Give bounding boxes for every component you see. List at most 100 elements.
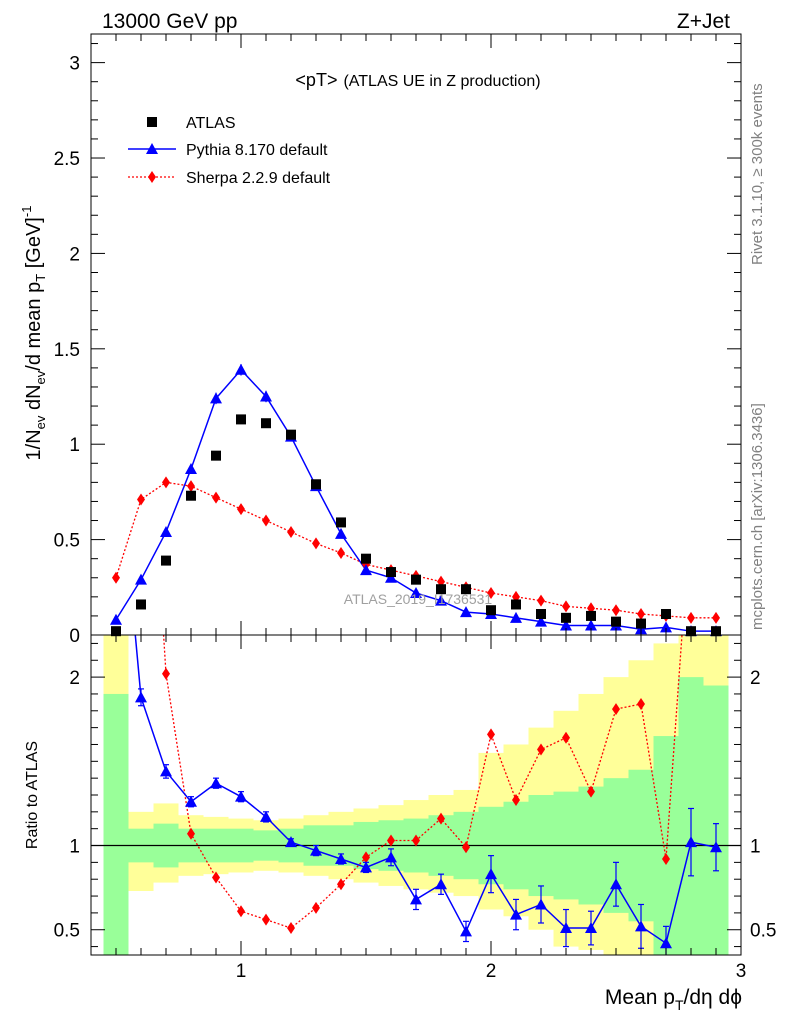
- sherpa-ratio-point: [287, 922, 295, 935]
- pythia-point: [260, 390, 272, 402]
- x-tick-label: 3: [736, 961, 747, 982]
- legend-marker-atlas: [147, 117, 157, 127]
- pythia-point: [360, 564, 372, 576]
- pythia-point: [135, 573, 147, 585]
- sherpa-point: [637, 608, 645, 621]
- pythia-ratio-point: [635, 920, 647, 932]
- ratio-band-inner: [703, 685, 729, 955]
- atlas-point: [611, 616, 621, 627]
- y-tick-label-main: 0: [69, 626, 80, 647]
- atlas-point: [461, 584, 471, 595]
- x-tick-label: 2: [486, 961, 497, 982]
- sherpa-ratio-point: [537, 743, 545, 756]
- sherpa-point: [537, 594, 545, 607]
- sherpa-ratio-point: [662, 853, 670, 865]
- axes: 1 2 300.511.522.530.5 0.51 12 2: [54, 33, 776, 982]
- plot-title-sub: (ATLAS UE in Z production): [343, 73, 540, 90]
- analysis-watermark: ATLAS_2019_I1736531: [344, 591, 493, 607]
- sherpa-point: [237, 503, 245, 516]
- pythia-ratio-point: [235, 790, 247, 802]
- pythia-point: [185, 463, 197, 475]
- atlas-point: [286, 429, 296, 440]
- pythia-ratio-point: [585, 922, 597, 934]
- atlas-point: [411, 574, 421, 585]
- sherpa-point: [612, 604, 620, 617]
- header-left: 13000 GeV pp: [102, 10, 237, 33]
- sherpa-ratio-point: [487, 728, 495, 741]
- y-tick-label-main: 3: [69, 54, 80, 75]
- sherpa-ratio-point: [462, 841, 470, 854]
- sherpa-ratio-point: [187, 827, 195, 840]
- y-tick-label-main: 1: [69, 435, 80, 456]
- sherpa-ratio-point: [637, 698, 645, 711]
- pythia-ratio-point: [660, 937, 672, 949]
- sherpa-point: [262, 514, 270, 527]
- pythia-point: [210, 392, 222, 404]
- y-axis-label-main: 1/Nev dNev/d mean pT [GeV]-1: [19, 206, 48, 461]
- legend-marker-pythia: [146, 143, 158, 154]
- sherpa-ratio-point: [362, 851, 370, 864]
- pythia-point: [510, 611, 522, 623]
- pythia-point: [435, 594, 447, 606]
- pythia-ratio-point: [610, 878, 622, 890]
- sherpa-point: [287, 525, 295, 538]
- atlas-point: [336, 517, 346, 528]
- sherpa-point: [712, 611, 720, 624]
- ratio-bands: [103, 635, 729, 955]
- y-tick-label-ratio: 0.5: [54, 921, 80, 942]
- sherpa-ratio-point: [562, 731, 570, 744]
- atlas-point: [186, 490, 196, 501]
- sherpa-point: [562, 600, 570, 613]
- pythia-ratio-point: [385, 851, 397, 863]
- pythia-point: [335, 527, 347, 539]
- legend-label-sherpa: Sherpa 2.2.9 default: [186, 170, 331, 187]
- pythia-ratio-point: [135, 691, 147, 703]
- y-tick-label-main: 0.5: [54, 531, 80, 552]
- legend-label-pythia: Pythia 8.170 default: [186, 142, 328, 159]
- pythia-ratio-point: [310, 844, 322, 856]
- atlas-point: [511, 599, 521, 610]
- rivet-version-text: Rivet 3.1.10, ≥ 300k events: [749, 83, 766, 265]
- y-axis-label-ratio: Ratio to ATLAS: [24, 741, 41, 849]
- y-tick-label-ratio-right: 0.5: [750, 921, 776, 942]
- x-tick-label: 1: [236, 961, 247, 982]
- pythia-point: [460, 606, 472, 618]
- atlas-point: [561, 612, 571, 623]
- y-tick-label-main: 2: [69, 244, 80, 265]
- pythia-point: [660, 621, 672, 633]
- legend-marker-sherpa: [148, 171, 156, 183]
- pythia-point: [410, 587, 422, 599]
- atlas-point: [536, 609, 546, 620]
- x-axis-label: Mean pT/dη dϕ: [605, 986, 742, 1013]
- pythia-ratio-point: [560, 922, 572, 934]
- y-tick-label-ratio-right: 1: [750, 837, 761, 858]
- sherpa-point: [187, 480, 195, 493]
- pythia-ratio-point: [710, 841, 722, 853]
- sherpa-ratio-point: [512, 794, 520, 807]
- plot-title: <pT> (ATLAS UE in Z production): [295, 70, 540, 90]
- atlas-point: [661, 609, 671, 620]
- pythia-ratio-point: [485, 868, 497, 880]
- sherpa-ratio-point: [437, 812, 445, 825]
- atlas-point: [636, 618, 646, 629]
- sherpa-ratio-point: [337, 878, 345, 891]
- y-tick-label-main: 2.5: [54, 149, 80, 170]
- sherpa-point: [337, 546, 345, 559]
- header-right: Z+Jet: [677, 10, 730, 33]
- pythia-point: [535, 615, 547, 627]
- pythia-ratio-point: [360, 861, 372, 873]
- pythia-point: [110, 613, 122, 625]
- pythia-ratio-point: [410, 893, 422, 905]
- sherpa-ratio-point: [387, 834, 395, 847]
- sherpa-point: [487, 587, 495, 600]
- sherpa-point: [137, 493, 145, 506]
- pythia-point: [235, 363, 247, 375]
- sherpa-ratio-point: [212, 871, 220, 884]
- pythia-point: [560, 619, 572, 631]
- sherpa-ratio-point: [612, 703, 620, 716]
- sherpa-ratio-point: [587, 785, 595, 798]
- atlas-point: [136, 599, 146, 610]
- ratio-plot-marks: [91, 635, 741, 955]
- main-plot-marks: [110, 363, 722, 637]
